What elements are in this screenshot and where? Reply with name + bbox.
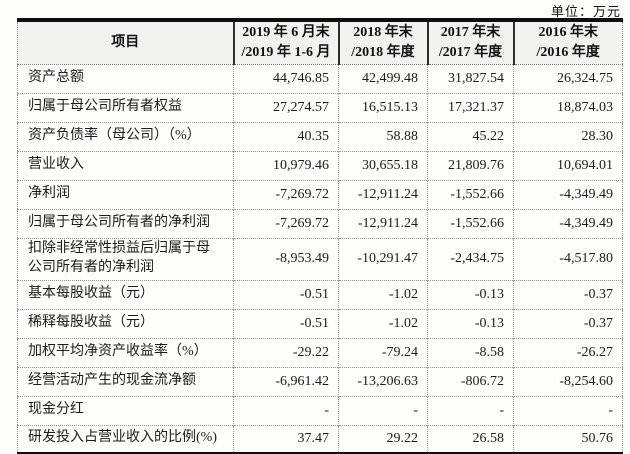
row-operating-revenue: 营业收入 10,979.46 30,655.18 21,809.76 10,69… [17, 150, 623, 180]
value-cell: - [233, 395, 339, 425]
value-cell: 29.22 [338, 424, 428, 454]
value-cell: 26.58 [427, 424, 514, 454]
value-cell: -79.24 [338, 337, 428, 367]
value-cell: -12,911.24 [338, 179, 428, 209]
value-cell: 10,979.46 [233, 150, 339, 180]
value-cell: -4,517.80 [513, 237, 623, 280]
value-cell: -0.13 [427, 308, 514, 338]
value-cell: -8,254.60 [513, 366, 623, 396]
value-cell: 58.88 [338, 121, 428, 151]
value-cell: -8,953.49 [233, 237, 339, 280]
column-header-2017: 2017 年末 /2017 年度 [426, 20, 514, 65]
value-cell: -2,434.75 [427, 237, 514, 280]
column-header-item: 项目 [17, 20, 234, 65]
value-cell: 40.35 [233, 121, 339, 151]
value-cell: -0.37 [513, 308, 623, 338]
row-label: 研发投入占营业收入的比例(%) [17, 424, 234, 454]
value-cell: 21,809.76 [427, 150, 514, 180]
financial-summary-table: 项目 2019 年 6 月末 /2019 年 1-6 月 2018 年末 /20… [17, 18, 623, 454]
value-cell: 27,274.57 [233, 92, 339, 122]
row-label: 现金分红 [17, 395, 234, 425]
row-label: 扣除非经常性损益后归属于母 公司所有者的净利润 [17, 237, 234, 280]
value-cell: -0.13 [427, 279, 514, 309]
row-label: 基本每股收益（元） [17, 279, 234, 309]
value-cell: 26,324.75 [513, 64, 623, 93]
row-total-assets: 资产总额 44,746.85 42,499.48 31,827.54 26,32… [17, 64, 623, 93]
value-cell: 37.47 [233, 424, 339, 454]
value-cell: 18,874.03 [513, 92, 623, 122]
row-net-profit-parent: 归属于母公司所有者的净利润 -7,269.72 -12,911.24 -1,55… [17, 208, 623, 238]
row-label: 经营活动产生的现金流净额 [17, 366, 234, 396]
value-cell: -0.51 [233, 279, 339, 309]
unit-label: 单位：万元 [550, 4, 621, 19]
row-cash-dividend: 现金分红 - - - - [17, 395, 623, 425]
value-cell: -8.58 [427, 337, 514, 367]
value-cell: - [513, 395, 623, 425]
table-header-row: 项目 2019 年 6 月末 /2019 年 1-6 月 2018 年末 /20… [17, 20, 623, 65]
value-cell: -1,552.66 [427, 208, 514, 238]
value-cell: 17,321.37 [427, 92, 514, 122]
row-label: 稀释每股收益（元） [17, 308, 234, 338]
value-cell: -4,349.49 [513, 208, 623, 238]
row-label: 资产负债率（母公司）（%） [17, 121, 234, 151]
value-cell: -7,269.72 [233, 179, 339, 209]
row-parent-equity: 归属于母公司所有者权益 27,274.57 16,515.13 17,321.3… [17, 92, 623, 122]
value-cell: 10,694.01 [513, 150, 623, 180]
row-net-profit-deducted: 扣除非经常性损益后归属于母 公司所有者的净利润 -8,953.49 -10,29… [17, 237, 623, 280]
value-cell: -1.02 [338, 279, 428, 309]
value-cell: -12,911.24 [338, 208, 428, 238]
value-cell: -0.37 [513, 279, 623, 309]
row-basic-eps: 基本每股收益（元） -0.51 -1.02 -0.13 -0.37 [17, 279, 623, 309]
value-cell: -806.72 [427, 366, 514, 396]
value-cell: 45.22 [427, 121, 514, 151]
row-label: 加权平均净资产收益率（%） [17, 337, 234, 367]
value-cell: -1.02 [338, 308, 428, 338]
value-cell: 30,655.18 [338, 150, 428, 180]
row-label: 归属于母公司所有者的净利润 [17, 208, 234, 238]
value-cell: 16,515.13 [338, 92, 428, 122]
row-rd-ratio: 研发投入占营业收入的比例(%) 37.47 29.22 26.58 50.76 [17, 424, 623, 454]
row-label: 资产总额 [17, 64, 234, 93]
value-cell: -26.27 [513, 337, 623, 367]
value-cell: - [338, 395, 428, 425]
row-net-profit: 净利润 -7,269.72 -12,911.24 -1,552.66 -4,34… [17, 179, 623, 209]
value-cell: -10,291.47 [338, 237, 428, 280]
row-debt-ratio: 资产负债率（母公司）（%） 40.35 58.88 45.22 28.30 [17, 121, 623, 151]
row-diluted-eps: 稀释每股收益（元） -0.51 -1.02 -0.13 -0.37 [17, 308, 623, 338]
value-cell: 44,746.85 [233, 64, 339, 93]
value-cell: -1,552.66 [427, 179, 514, 209]
value-cell: 31,827.54 [427, 64, 514, 93]
value-cell: -13,206.63 [338, 366, 428, 396]
value-cell: 50.76 [513, 424, 623, 454]
column-header-2016: 2016 年末 /2016 年度 [512, 20, 623, 65]
value-cell: 28.30 [513, 121, 623, 151]
value-cell: -0.51 [233, 308, 339, 338]
row-label: 营业收入 [17, 150, 234, 180]
value-cell: 42,499.48 [338, 64, 428, 93]
column-header-2019: 2019 年 6 月末 /2019 年 1-6 月 [232, 20, 339, 65]
row-label: 归属于母公司所有者权益 [17, 92, 234, 122]
value-cell: -29.22 [233, 337, 339, 367]
row-label: 净利润 [17, 179, 234, 209]
value-cell: -6,961.42 [233, 366, 339, 396]
column-header-2018: 2018 年末 /2018 年度 [337, 20, 428, 65]
row-operating-cash-flow: 经营活动产生的现金流净额 -6,961.42 -13,206.63 -806.7… [17, 366, 623, 396]
value-cell: - [427, 395, 514, 425]
value-cell: -4,349.49 [513, 179, 623, 209]
row-weighted-roe: 加权平均净资产收益率（%） -29.22 -79.24 -8.58 -26.27 [17, 337, 623, 367]
value-cell: -7,269.72 [233, 208, 339, 238]
